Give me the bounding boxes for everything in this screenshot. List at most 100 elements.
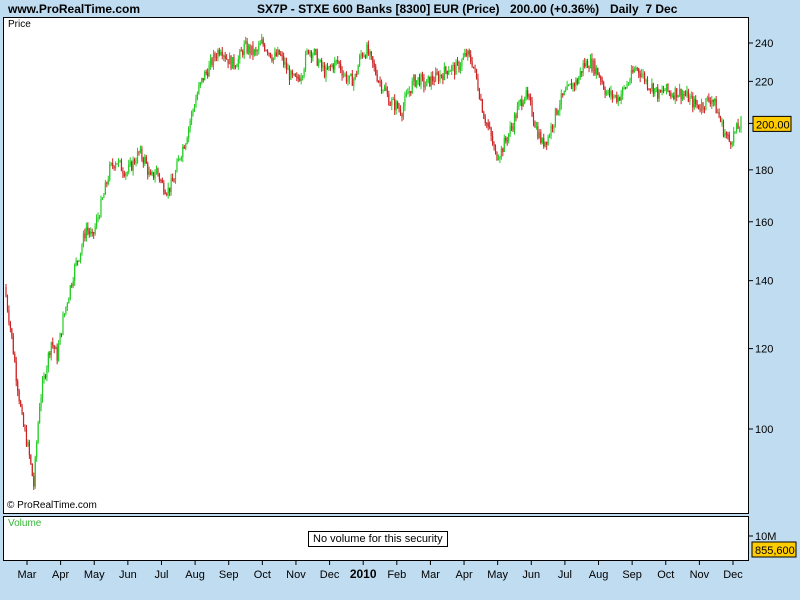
price-axis: 100120140160180200220240200.00 [749,38,792,436]
no-volume-message: No volume for this security [308,531,448,547]
month-tick-label: Dec [723,569,743,581]
site-name[interactable]: www.ProRealTime.com [8,2,141,16]
month-tick-label: May [487,569,508,581]
candle-body [5,286,7,297]
candle-body [315,49,317,51]
candle-body [310,51,312,58]
candle-body [451,66,453,71]
candle-body [163,182,165,193]
candle-body [391,99,393,106]
candle-body [570,83,573,90]
candle-body [522,102,524,107]
candle-body [227,59,229,65]
candle-body [65,306,67,314]
candle-body [22,413,25,427]
month-tick-label: Jul [558,569,572,581]
candle-body [323,66,326,77]
candle-body [256,50,258,52]
candle-body [440,74,443,77]
candle-body [649,88,652,90]
candle-body [532,115,535,123]
candle-body [82,233,85,246]
candle-body [626,84,628,89]
candle-body [126,172,128,174]
candle-body [186,138,188,144]
candle-body [443,66,445,80]
candle-body [21,406,23,414]
candle-body [715,99,717,114]
candle-body [90,231,92,235]
volume-panel[interactable]: Volume No volume for this security [3,516,749,561]
candle-body [394,98,396,111]
candle-body [698,104,700,109]
candle-body [62,315,64,335]
candle-body [579,71,581,78]
candle-body [196,93,199,100]
candle-body [445,66,447,71]
candle-body [657,87,659,99]
month-tick-label: Apr [455,569,472,581]
candle-body [347,79,349,82]
candle-body [541,138,543,143]
candle-body [470,54,472,62]
candle-body [486,123,488,125]
candle-body [527,90,529,97]
candle-body [566,85,568,91]
candle-body [205,71,207,73]
candle-body [717,112,719,114]
candle-body [738,128,741,130]
candle-body [195,99,197,108]
candle-body [107,179,109,184]
candle-body [680,88,682,100]
candle-body [12,336,14,354]
candle-body [624,87,627,89]
candle-body [192,109,194,113]
candle-body [489,126,491,128]
candle-body [442,76,444,80]
candle-body [303,69,305,77]
candle-body [516,106,519,119]
candle-body [46,367,48,378]
candle-body [55,347,57,350]
candle-body [417,77,419,81]
candle-body [689,96,691,102]
candle-body [40,398,42,407]
candle-body [724,133,726,137]
candle-body [432,75,434,81]
candle-body [209,58,212,65]
candle-body [36,442,38,458]
candle-body [683,93,685,95]
candle-body [664,90,666,92]
candle-body [617,97,619,102]
price-panel[interactable]: Price © ProRealTime.com [3,17,749,514]
candle-body [44,375,47,378]
candle-body [50,342,52,356]
candle-body [281,55,283,57]
candle-body [174,171,177,183]
candle-body [302,76,304,78]
candle-body [554,108,557,125]
candle-body [201,77,203,83]
candle-body [524,97,526,103]
candle-body [120,160,123,172]
candle-body [56,347,58,361]
candle-body [183,146,185,149]
candle-body [537,126,539,139]
volume-tick-label: 10M [755,531,776,543]
candle-body [272,57,275,61]
candle-body [212,53,215,66]
candle-body [414,75,416,87]
candle-body [321,60,323,68]
candle-body [427,76,429,80]
candle-body [166,193,168,195]
month-tick-label: Sep [622,569,642,581]
candle-body [204,71,206,81]
candle-body [543,138,545,147]
price-tick-label: 240 [755,38,773,50]
month-tick-label: Jun [522,569,540,581]
candle-body [734,131,736,133]
candle-body [199,82,201,86]
candle-body [379,81,381,83]
copyright-label: © ProRealTime.com [7,500,97,511]
candle-body [167,187,169,195]
